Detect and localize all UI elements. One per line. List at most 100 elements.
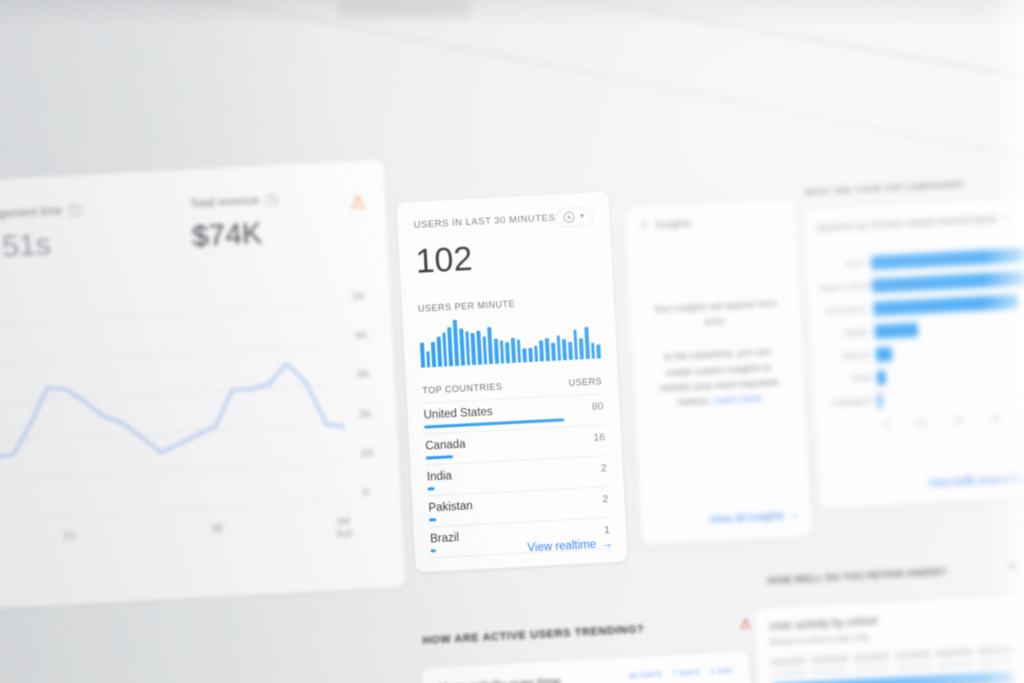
minute-bar xyxy=(522,348,528,363)
minute-bar xyxy=(590,342,596,359)
minute-bar xyxy=(482,336,488,365)
channel-label: Display xyxy=(843,327,869,338)
campaigns-section-title: WHAT ARE YOUR TOP CAMPAIGNS? xyxy=(804,178,966,198)
country-users: 2 xyxy=(602,493,609,506)
minute-bar xyxy=(567,341,573,360)
view-traffic-acquisition-label: View traffic acquisition xyxy=(928,473,1024,490)
x-axis-tick: 21 xyxy=(63,530,76,543)
users-column-header: USERS xyxy=(568,376,603,389)
legend-chip[interactable]: 1 DAY xyxy=(710,665,734,676)
realtime-status-menu[interactable]: ▼ xyxy=(555,206,594,228)
x-axis-tick: 28 xyxy=(210,522,224,535)
country-name: Pakistan xyxy=(428,500,473,515)
edit-icon[interactable]: ✎ xyxy=(1008,561,1018,574)
insights-sparkle-icon: ✦ xyxy=(638,219,649,233)
country-name: Canada xyxy=(425,438,466,453)
campaigns-card: Sessions by Session default channel grou… xyxy=(802,196,1024,511)
minute-bar xyxy=(562,339,567,361)
metric-label: Avg engagement time xyxy=(0,204,63,223)
minute-bar xyxy=(539,340,545,362)
help-icon[interactable]: ? xyxy=(67,203,82,217)
learn-more-link[interactable]: Learn more xyxy=(713,392,763,407)
engagement-line-chart xyxy=(0,300,349,528)
insights-header: Insights xyxy=(654,216,692,231)
metric-avg-engagement-time: Avg engagement time ? 1m 51s xyxy=(0,198,193,267)
channel-label: Paid Search xyxy=(825,304,867,316)
minute-bar xyxy=(452,319,459,366)
y-axis-tick: 3K xyxy=(356,368,371,382)
minute-bar xyxy=(419,342,425,368)
top-countries-header: TOP COUNTRIES xyxy=(422,381,503,396)
view-all-insights-link[interactable]: View all insights → xyxy=(709,509,800,526)
realtime-clock-icon xyxy=(563,211,575,224)
line-chart-x-axis: 21 28 04 Jun xyxy=(0,515,354,570)
country-bar xyxy=(427,487,435,491)
user-activity-title: User activity over time xyxy=(438,675,562,683)
minute-bar xyxy=(550,342,556,361)
activity-legend: 30 DAYS 7 DAYS 1 DAY xyxy=(629,666,734,680)
y-axis-tick: 2K xyxy=(358,407,373,421)
channel-bar xyxy=(874,322,919,339)
view-traffic-acquisition-link[interactable]: View traffic acquisition → xyxy=(928,472,1024,489)
x-axis-tick: 0 xyxy=(884,419,890,429)
minute-bar xyxy=(596,344,601,359)
insights-body: Your insights will appear here soon. In … xyxy=(626,237,806,413)
minute-bar xyxy=(505,342,511,364)
metric-total-revenue: Total revenue ? $74K xyxy=(189,192,281,255)
help-icon[interactable]: ? xyxy=(264,192,279,207)
y-axis-tick: 4K xyxy=(354,329,369,343)
channel-bar xyxy=(876,369,886,385)
view-realtime-link[interactable]: View realtime → xyxy=(527,538,613,554)
channel-label: Unassigned xyxy=(831,396,872,408)
x-axis-tick: 04 Jun xyxy=(334,515,354,541)
metric-label: Total revenue xyxy=(189,194,260,211)
cohort-table xyxy=(770,646,1015,683)
y-axis-tick: 1K xyxy=(360,446,375,460)
legend-chip[interactable]: 7 DAYS xyxy=(671,667,701,679)
minute-bar xyxy=(431,341,437,368)
minute-bar xyxy=(516,339,522,363)
warning-triangle-icon[interactable]: ⚠ xyxy=(739,615,753,632)
minute-bar xyxy=(510,337,516,363)
country-users: 80 xyxy=(591,400,604,413)
view-all-insights-label: View all insights xyxy=(709,509,785,526)
x-axis-tick: 1K xyxy=(916,417,927,427)
channel-bar xyxy=(873,293,1019,316)
minute-bar xyxy=(544,337,550,362)
channel-track xyxy=(871,270,1024,293)
channel-track xyxy=(873,316,1024,339)
channel-track xyxy=(875,362,1024,385)
arrow-right-icon: → xyxy=(788,509,800,522)
overview-metrics-card: Avg engagement time ? 1m 51s Total reven… xyxy=(0,158,407,612)
minute-bar xyxy=(487,327,494,365)
metric-value: 1m 51s xyxy=(0,227,52,266)
realtime-card-title: USERS IN LAST 30 MINUTES xyxy=(413,212,556,231)
cohort-retention-card: User activity by cohort Based on device … xyxy=(753,593,1024,683)
chevron-down-icon: ▼ xyxy=(578,212,586,221)
minute-bar xyxy=(436,336,442,367)
metric-value: $74K xyxy=(191,216,263,254)
minute-bar xyxy=(459,328,465,366)
y-axis-tick: 0 xyxy=(362,486,370,499)
channel-bar xyxy=(875,346,893,362)
top-countries-list: United States 80 Canada 16 India 2 Pakistan 2 Br… xyxy=(423,394,611,559)
x-axis-tick: 2K xyxy=(954,415,964,425)
country-users: 16 xyxy=(593,431,606,444)
y-axis-tick: 5K xyxy=(352,290,367,304)
country-name: United States xyxy=(423,406,493,422)
legend-chip[interactable]: 30 DAYS xyxy=(628,669,663,681)
realtime-users-card: USERS IN LAST 30 MINUTES ▼ 102 USERS PER… xyxy=(395,190,629,574)
warning-triangle-icon[interactable]: ⚠ xyxy=(349,192,366,213)
minute-bar xyxy=(447,326,454,367)
minute-bar xyxy=(556,335,562,361)
x-axis-tick: 3K xyxy=(991,413,1002,423)
channel-track xyxy=(874,339,1024,362)
minute-bar xyxy=(470,332,476,366)
chevron-down-icon[interactable]: ▼ xyxy=(1003,214,1011,223)
minute-bar xyxy=(464,330,471,366)
country-bar xyxy=(429,518,437,522)
country-name: Brazil xyxy=(429,531,460,546)
users-per-minute-label: USERS PER MINUTE xyxy=(417,298,516,314)
channel-bar xyxy=(878,393,883,408)
